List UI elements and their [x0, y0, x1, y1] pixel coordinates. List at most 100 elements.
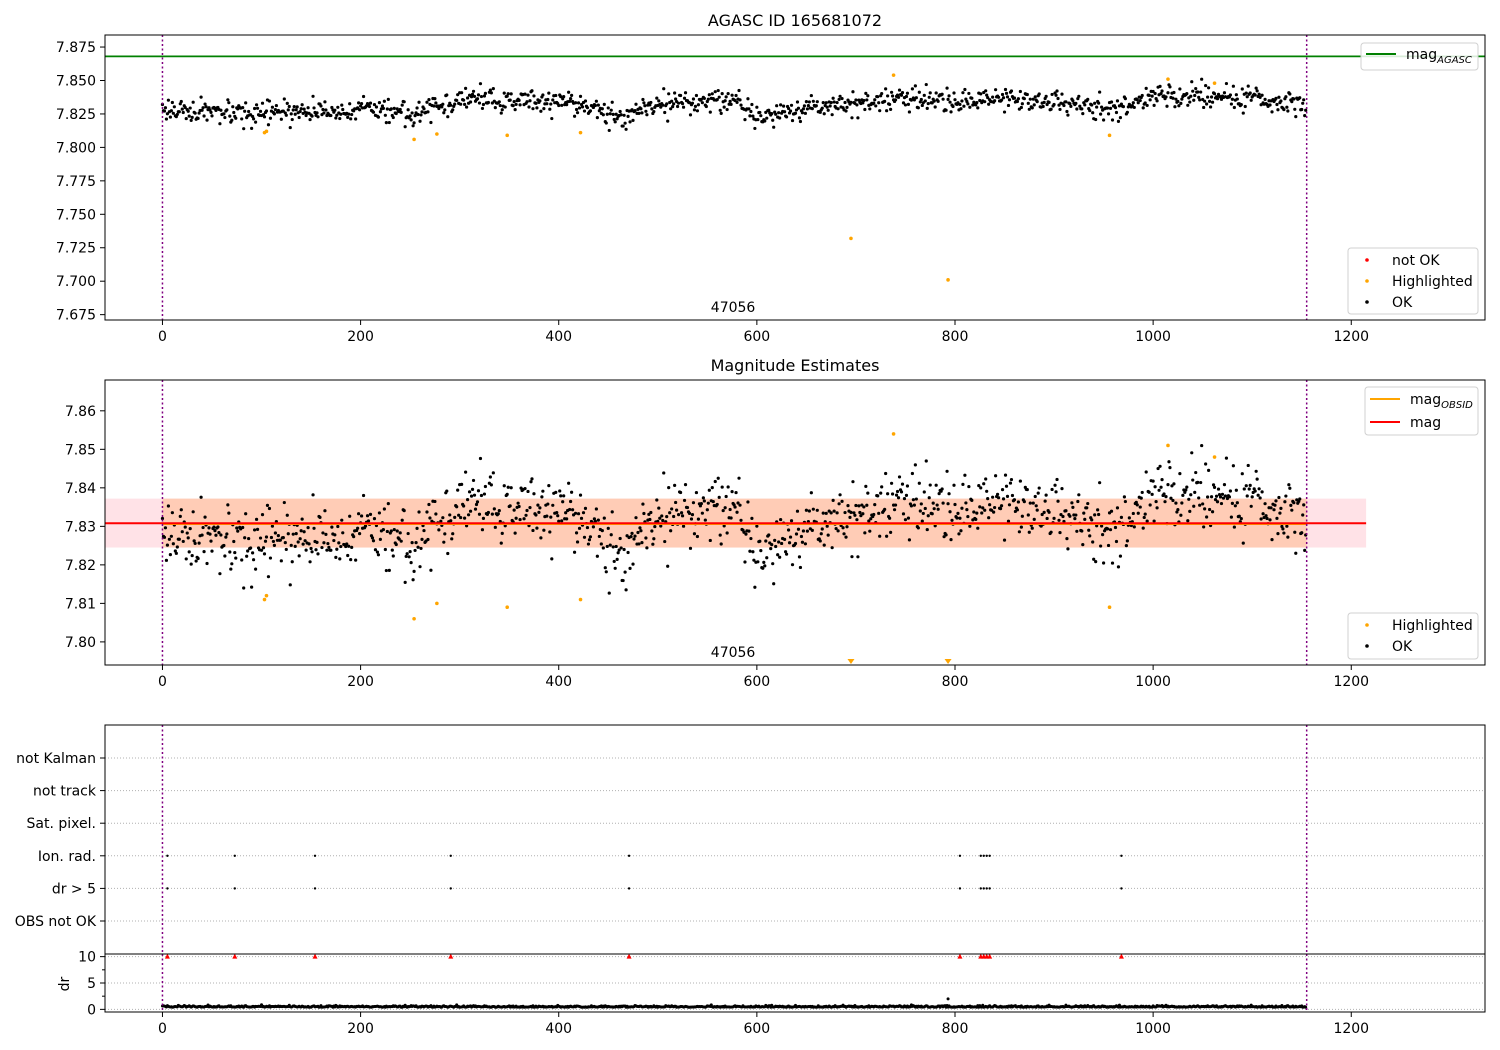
ok-point — [287, 104, 291, 109]
ok-point — [1281, 527, 1285, 531]
ok-point — [293, 112, 297, 116]
ok-point — [234, 116, 238, 120]
ok-point — [1101, 533, 1105, 537]
ok-point — [716, 476, 720, 480]
legend-swatch-ok — [1365, 644, 1369, 648]
ok-point — [841, 526, 845, 530]
ok-point — [531, 107, 535, 111]
ok-point — [327, 545, 331, 550]
ok-point — [699, 97, 703, 101]
ok-point — [1216, 487, 1221, 491]
ok-point — [551, 503, 555, 507]
legend-box — [1347, 247, 1479, 315]
ok-point — [505, 492, 509, 496]
ok-point — [658, 516, 662, 520]
ok-point — [605, 544, 609, 549]
ok-point — [1139, 496, 1143, 500]
ok-point — [911, 498, 915, 502]
legend-label-ok: OK — [1392, 295, 1413, 311]
ok-point — [254, 517, 259, 521]
ok-point — [665, 102, 669, 106]
ok-point — [201, 106, 205, 110]
ok-point — [1025, 487, 1029, 492]
y-tick-label: 0 — [87, 1002, 96, 1018]
ok-point — [1140, 490, 1144, 495]
x-tick-label: 400 — [545, 674, 572, 690]
ok-point — [919, 97, 923, 102]
ok-point — [628, 566, 632, 571]
ok-point — [866, 94, 870, 98]
ok-point — [250, 585, 254, 589]
ok-point — [633, 109, 637, 113]
ok-point — [1144, 86, 1148, 90]
ok-point — [310, 550, 314, 554]
ok-point — [268, 116, 273, 120]
ok-point — [1060, 487, 1064, 491]
ok-point — [334, 555, 338, 559]
ok-point — [1027, 107, 1031, 111]
ok-point — [338, 116, 342, 121]
ok-point — [775, 104, 779, 108]
ok-point — [825, 524, 829, 528]
ok-point — [846, 504, 850, 508]
ok-point — [1087, 528, 1091, 532]
ok-point — [673, 483, 677, 487]
ok-point — [624, 588, 628, 592]
ok-point — [1230, 97, 1234, 101]
ok-point — [995, 492, 1000, 496]
ok-point — [352, 535, 356, 539]
dr-clipped-marker — [987, 953, 993, 959]
ok-point — [719, 542, 723, 546]
ok-point — [1209, 495, 1214, 499]
ok-point — [975, 511, 979, 515]
ok-point — [726, 91, 730, 96]
ok-point — [876, 494, 880, 498]
ok-point — [264, 535, 269, 539]
ok-point — [1001, 96, 1006, 100]
ok-point — [1240, 472, 1244, 476]
ok-point — [804, 100, 808, 104]
ok-point — [348, 514, 352, 518]
ok-point — [450, 537, 454, 541]
ok-point — [467, 490, 472, 494]
ok-point — [216, 525, 220, 529]
ok-point — [926, 101, 930, 106]
ok-point — [1231, 464, 1235, 468]
ok-point — [607, 128, 611, 133]
ok-point — [252, 558, 256, 562]
dr-clipped-marker — [1118, 953, 1124, 959]
ok-point — [883, 507, 887, 511]
ok-point — [1142, 515, 1146, 520]
ok-point — [1151, 479, 1155, 483]
ok-point — [568, 99, 572, 104]
ok-point — [624, 127, 628, 131]
ok-point — [542, 528, 546, 532]
ok-point — [1109, 100, 1114, 104]
ok-point — [788, 109, 793, 113]
ok-point — [163, 106, 168, 110]
ok-point — [298, 109, 302, 114]
ok-point — [481, 102, 486, 107]
ok-point — [623, 570, 627, 574]
ok-point — [569, 499, 573, 504]
ok-point — [412, 121, 416, 125]
ok-point — [536, 503, 540, 507]
ok-point — [208, 532, 212, 536]
ok-point — [422, 107, 426, 111]
ok-point — [682, 96, 687, 100]
ok-point — [340, 103, 344, 107]
ok-point — [1215, 500, 1220, 504]
ok-point — [1207, 507, 1212, 512]
ok-point — [192, 539, 196, 543]
ok-point — [497, 100, 501, 104]
ok-point — [806, 104, 810, 108]
ok-point — [162, 109, 167, 113]
ok-point — [219, 533, 223, 537]
ok-point — [304, 113, 308, 118]
ok-point — [652, 537, 656, 541]
ok-point — [1270, 538, 1274, 542]
ok-point — [904, 493, 909, 498]
ok-point — [243, 536, 247, 540]
ok-point — [1108, 106, 1113, 111]
ok-point — [546, 502, 550, 506]
